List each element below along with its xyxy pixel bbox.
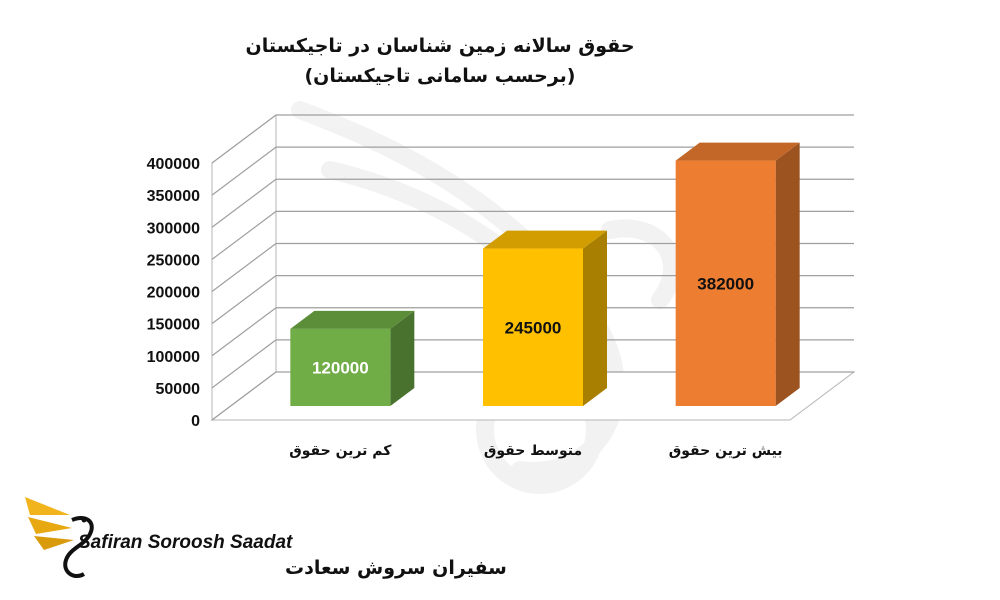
y-tick-label: 150000 <box>147 317 200 334</box>
y-tick-label: 100000 <box>147 349 200 366</box>
plot-area: 0 50000 100000 150000 200000 250000 300000 3500… <box>147 114 856 459</box>
gridline <box>211 339 854 389</box>
x-category-label: متوسط حقوق <box>484 443 582 459</box>
bird-logo-icon <box>25 497 94 579</box>
gridline <box>211 114 854 164</box>
bar <box>290 328 391 406</box>
data-label: 120000 <box>312 358 369 377</box>
bar-side <box>583 230 607 406</box>
y-tick-label: 400000 <box>147 156 200 173</box>
gridline <box>211 307 854 357</box>
bar-top <box>675 142 800 161</box>
y-tick-label: 300000 <box>147 220 200 237</box>
data-label: 245000 <box>505 318 562 337</box>
bar-top <box>290 310 415 329</box>
logo-farsi-text: سفیران سروش سعادت <box>285 557 507 579</box>
gridline <box>211 210 854 260</box>
bar <box>675 160 776 406</box>
data-label: 382000 <box>697 274 754 293</box>
gridline <box>211 371 854 421</box>
chart-subtitle: (برحسب سامانی تاجیکستان) <box>305 65 576 87</box>
company-logo: Safiran Soroosh Saadat سفیران سروش سعادت <box>25 497 507 579</box>
y-tick-label: 50000 <box>156 381 201 398</box>
bar <box>483 248 583 406</box>
gridline <box>211 275 854 325</box>
bar-side <box>775 142 800 406</box>
y-tick-label: 350000 <box>147 188 200 205</box>
y-tick-label: 0 <box>191 413 200 430</box>
x-category-label: بیش ترین حقوق <box>669 443 783 459</box>
chart-title: حقوق سالانه زمین شناسان در تاجیکستان <box>245 35 634 57</box>
y-tick-label: 200000 <box>147 285 200 302</box>
x-category-label: کم ترین حقوق <box>289 443 392 459</box>
gridline <box>211 178 854 228</box>
gridline <box>211 242 854 292</box>
y-tick-label: 250000 <box>147 252 200 269</box>
bar-side <box>390 310 415 406</box>
bar-top <box>483 230 607 249</box>
logo-latin-text: Safiran Soroosh Saadat <box>78 532 293 553</box>
gridline <box>211 146 854 196</box>
